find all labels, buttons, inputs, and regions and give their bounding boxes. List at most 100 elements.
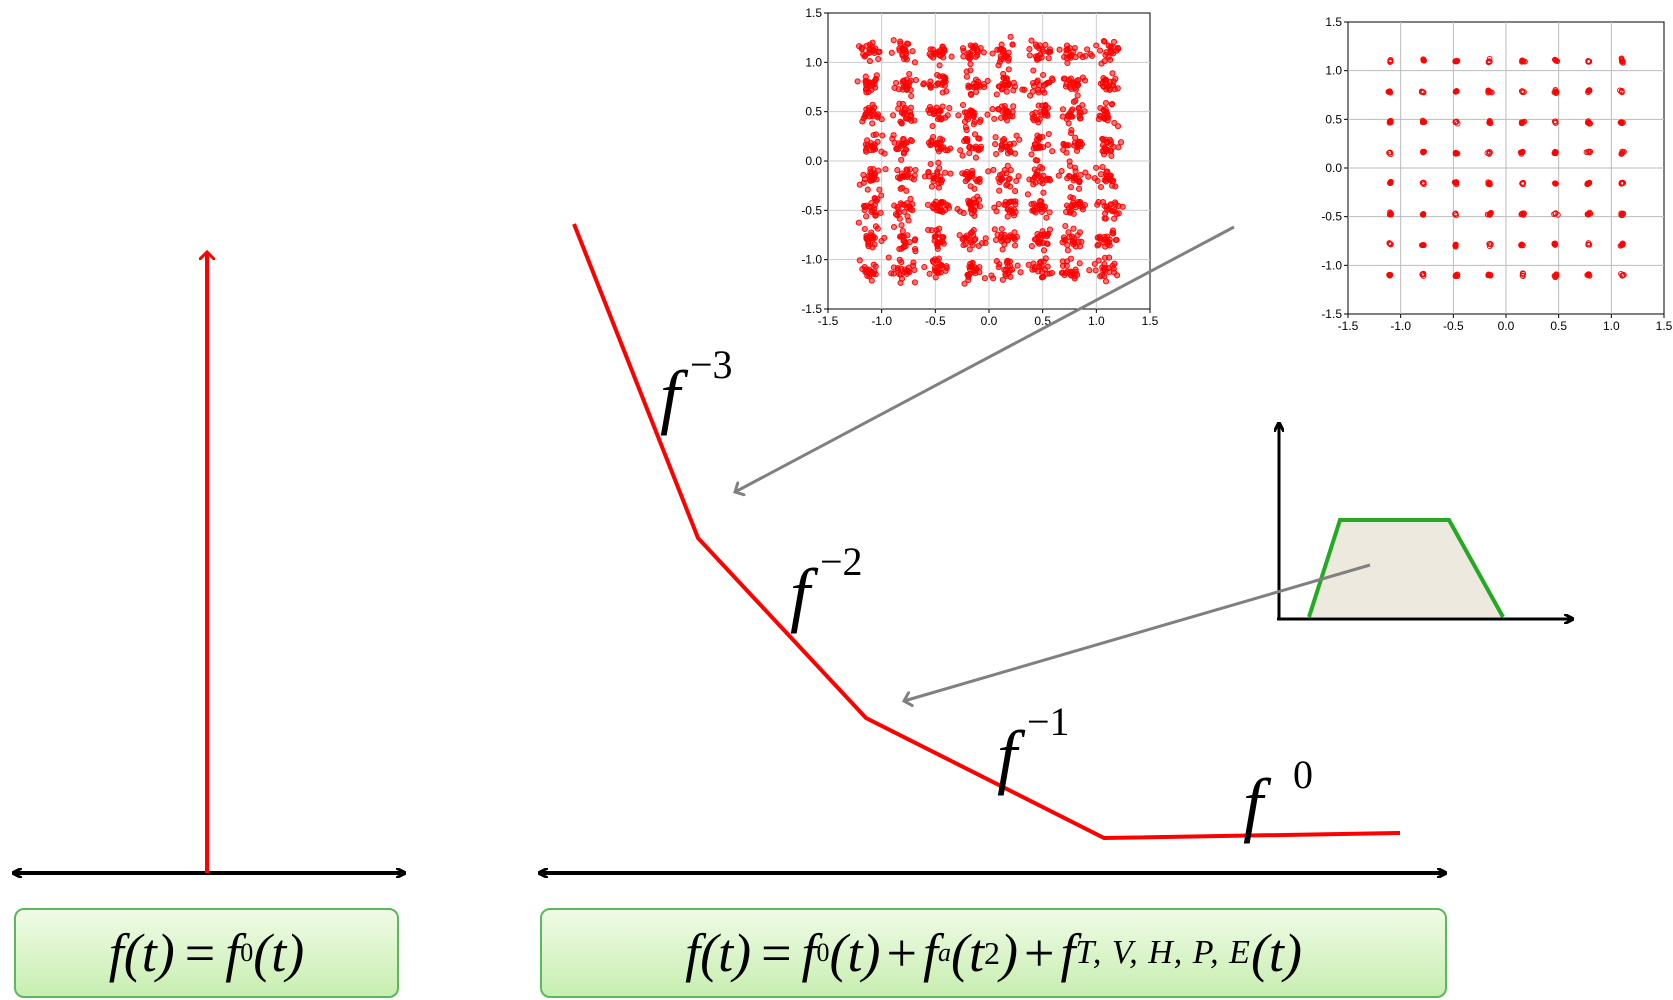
constellation-point bbox=[869, 177, 876, 184]
constellation-point bbox=[1063, 202, 1071, 209]
constellation-point bbox=[1045, 230, 1052, 237]
x-tick-label: 0.0 bbox=[1498, 319, 1515, 333]
y-tick-label: 0.0 bbox=[805, 154, 822, 168]
constellation-point bbox=[932, 198, 940, 205]
constellation-point bbox=[1076, 260, 1083, 267]
constellation-point bbox=[938, 179, 945, 186]
constellation-point bbox=[877, 209, 884, 216]
constellation-point bbox=[1029, 266, 1036, 273]
y-tick-label: 1.5 bbox=[805, 6, 822, 20]
constellation-point bbox=[1387, 57, 1394, 64]
constellation-point bbox=[999, 171, 1006, 178]
constellation-point bbox=[1420, 242, 1427, 249]
constellation-point bbox=[999, 246, 1006, 253]
constellation-point bbox=[990, 166, 997, 173]
constellation-point bbox=[903, 139, 910, 146]
constellation-point bbox=[939, 49, 946, 56]
y-tick-label: 1.0 bbox=[1325, 64, 1342, 78]
constellation-point bbox=[869, 120, 876, 127]
constellation-point bbox=[989, 50, 996, 57]
constellation-point bbox=[928, 227, 935, 234]
constellation-point bbox=[1115, 202, 1122, 209]
formula-equals: = bbox=[761, 923, 792, 983]
constellation-point bbox=[1100, 267, 1107, 274]
constellation-point bbox=[1033, 136, 1041, 143]
constellation-point bbox=[1095, 257, 1102, 264]
x-tick-label: -1.5 bbox=[1338, 319, 1359, 333]
constellation-point bbox=[1107, 56, 1114, 63]
constellation-point bbox=[1063, 116, 1070, 123]
formula-symbol: f bbox=[108, 923, 124, 983]
constellation-point bbox=[1056, 46, 1063, 53]
formula-plus: + bbox=[1023, 923, 1055, 983]
constellation-point bbox=[960, 210, 967, 217]
slope-exponent: −1 bbox=[1027, 699, 1070, 744]
constellation-point bbox=[966, 150, 973, 157]
constellation-point bbox=[1070, 177, 1077, 184]
constellation-point bbox=[1064, 247, 1071, 254]
constellation-point bbox=[1060, 75, 1067, 82]
constellation-point bbox=[905, 264, 912, 271]
constellation-point bbox=[936, 62, 943, 69]
constellation-point bbox=[1004, 263, 1011, 270]
constellation-point bbox=[1030, 83, 1038, 90]
constellation-point bbox=[1007, 233, 1014, 241]
constellation-point bbox=[1007, 33, 1014, 40]
constellation-point bbox=[1487, 240, 1493, 247]
constellation-point bbox=[890, 37, 897, 44]
constellation-point bbox=[960, 53, 967, 60]
constellation-point bbox=[872, 75, 879, 83]
constellation-point bbox=[1420, 149, 1427, 155]
constellation-point bbox=[1079, 102, 1086, 109]
constellation-point bbox=[894, 264, 901, 272]
constellation-point bbox=[1117, 139, 1125, 146]
constellation-point bbox=[961, 118, 969, 125]
constellation-point bbox=[1102, 105, 1109, 113]
constellation-point bbox=[1046, 175, 1053, 182]
constellation-point bbox=[1068, 127, 1075, 134]
formula-argument: (t) bbox=[123, 923, 175, 983]
x-tick-label: -0.5 bbox=[1443, 319, 1464, 333]
constellation-point bbox=[861, 203, 868, 211]
constellation-point bbox=[984, 111, 991, 118]
constellation-point bbox=[939, 234, 946, 241]
constellation-point bbox=[874, 138, 881, 145]
constellation-point bbox=[1420, 179, 1427, 186]
constellation-point bbox=[1097, 171, 1105, 178]
constellation-point bbox=[963, 109, 970, 116]
constellation-point bbox=[1005, 66, 1012, 73]
constellation-point bbox=[966, 199, 973, 207]
constellation-point bbox=[959, 101, 967, 109]
filter-response-inset bbox=[1277, 424, 1572, 620]
formula-symbol: f bbox=[1060, 923, 1076, 983]
constellation-point bbox=[1619, 272, 1626, 279]
formula-symbol: f bbox=[922, 923, 938, 983]
constellation-point bbox=[1076, 112, 1083, 119]
constellation-point bbox=[1519, 58, 1525, 65]
constellation-point bbox=[908, 92, 915, 100]
constellation-point bbox=[1013, 177, 1020, 185]
constellation-point bbox=[969, 145, 976, 152]
constellation-point bbox=[862, 78, 869, 85]
constellation-point bbox=[1086, 267, 1093, 274]
constellation-point bbox=[1074, 144, 1081, 151]
constellation-point bbox=[991, 115, 998, 122]
constellation-point bbox=[997, 53, 1004, 60]
slope-base: f bbox=[1243, 764, 1272, 844]
constellation-point bbox=[992, 134, 999, 141]
constellation-point bbox=[874, 114, 881, 121]
formula-symbol: f bbox=[225, 923, 241, 983]
slope-exponent: 0 bbox=[1293, 752, 1313, 797]
constellation-point bbox=[1028, 37, 1035, 44]
x-tick-label: 1.0 bbox=[1603, 319, 1620, 333]
constellation-point bbox=[861, 176, 868, 183]
constellation-point bbox=[1101, 254, 1109, 261]
constellation-point bbox=[1386, 240, 1393, 246]
constellation-point bbox=[903, 187, 910, 194]
filter-outline bbox=[1307, 518, 1505, 618]
constellation-point bbox=[932, 274, 939, 281]
constellation-point bbox=[1067, 194, 1074, 201]
constellation-point bbox=[898, 120, 905, 127]
constellation-point bbox=[959, 152, 966, 159]
